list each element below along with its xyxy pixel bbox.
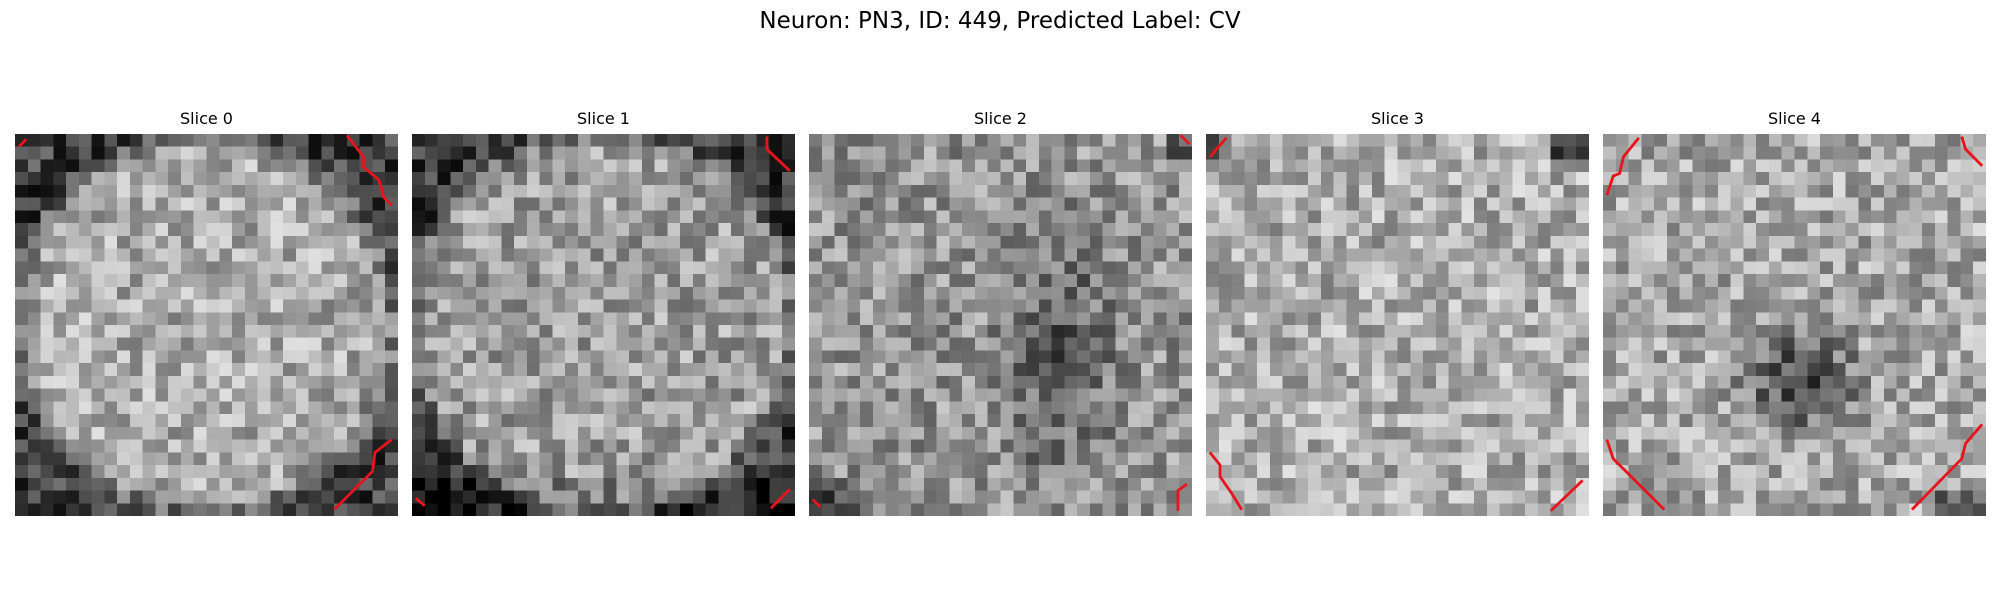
slice-panel-4: Slice 4 xyxy=(1603,0,1986,600)
slice-title: Slice 3 xyxy=(1371,109,1424,128)
contour-line xyxy=(1179,134,1191,146)
contour-line xyxy=(1605,136,1640,196)
slice-pixels xyxy=(412,134,795,516)
slice-title: Slice 4 xyxy=(1768,109,1821,128)
contour-line xyxy=(1176,483,1188,511)
slice-panel-2: Slice 2 xyxy=(809,0,1192,600)
slice-panel-0: Slice 0 xyxy=(15,0,398,600)
slice-image xyxy=(15,134,398,516)
contour-line xyxy=(1549,479,1584,512)
contour-line xyxy=(17,138,28,148)
slice-title: Slice 0 xyxy=(180,109,233,128)
slice-image xyxy=(1206,134,1589,516)
contour-line xyxy=(769,488,791,510)
contour-line xyxy=(1208,451,1243,511)
contour-line xyxy=(765,136,791,172)
figure-title: Neuron: PN3, ID: 449, Predicted Label: C… xyxy=(759,8,1241,34)
contour-line xyxy=(1605,439,1666,511)
slice-panel-3: Slice 3 xyxy=(1206,0,1589,600)
slice-pixels xyxy=(1206,134,1589,516)
contour-line xyxy=(414,497,426,507)
slice-title: Slice 1 xyxy=(577,109,630,128)
slice-title: Slice 2 xyxy=(974,109,1027,128)
contour-line xyxy=(333,438,393,511)
contour-line xyxy=(1960,136,1984,167)
slice-pixels xyxy=(809,134,1192,516)
slice-pixels xyxy=(1603,134,1986,516)
contour-line xyxy=(1910,423,1984,511)
slice-image xyxy=(809,134,1192,516)
contour-line xyxy=(1208,136,1228,158)
contour-line xyxy=(345,134,393,207)
contour-line xyxy=(811,498,822,509)
slice-image xyxy=(412,134,795,516)
slice-pixels xyxy=(15,134,398,516)
slice-image xyxy=(1603,134,1986,516)
slice-panel-1: Slice 1 xyxy=(412,0,795,600)
